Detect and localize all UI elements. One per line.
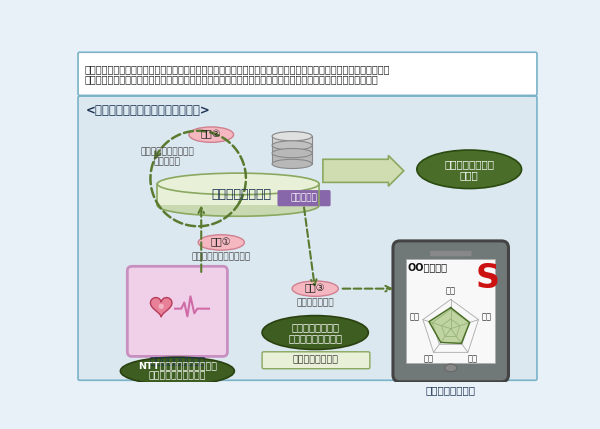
Text: OO度レベル: OO度レベル [407, 262, 448, 272]
FancyBboxPatch shape [277, 190, 331, 206]
Ellipse shape [158, 304, 164, 309]
Ellipse shape [292, 281, 338, 296]
Text: の改善: の改善 [460, 170, 479, 181]
Ellipse shape [198, 235, 244, 250]
Text: 喜び: 喜び [424, 355, 434, 364]
Ellipse shape [272, 132, 312, 141]
FancyBboxPatch shape [393, 241, 508, 382]
Bar [272, 145, 312, 156]
FancyBboxPatch shape [127, 266, 227, 356]
Ellipse shape [189, 127, 233, 142]
Text: スマートフォン等: スマートフォン等 [426, 386, 476, 396]
Polygon shape [151, 298, 172, 317]
Text: 安堵: 安堵 [468, 355, 478, 364]
Text: 解析結果を表示: 解析結果を表示 [296, 299, 334, 308]
Ellipse shape [157, 173, 319, 195]
Ellipse shape [157, 195, 319, 216]
FancyBboxPatch shape [262, 352, 370, 369]
Text: データ取得デバイス: データ取得デバイス [149, 355, 205, 365]
Text: 解析アルゴリズム: 解析アルゴリズム [444, 159, 494, 169]
Text: 機能③: 機能③ [305, 284, 325, 293]
Text: 人の状態が分かる！: 人の状態が分かる！ [288, 333, 342, 343]
Text: バイタルデータ等を抽出: バイタルデータ等を抽出 [191, 252, 251, 261]
Text: クラウドサーバー: クラウドサーバー [211, 188, 271, 201]
Text: 緊張: 緊張 [410, 312, 420, 321]
Ellipse shape [272, 148, 312, 158]
Text: 最適なアルゴリズムを: 最適なアルゴリズムを [140, 148, 194, 157]
Text: 不安: 不安 [482, 312, 491, 321]
Text: NTTグループの技術活用で: NTTグループの技術活用で [138, 361, 217, 370]
Polygon shape [429, 308, 470, 343]
Text: <サービス概要およびシステム構成>: <サービス概要およびシステム構成> [86, 104, 211, 117]
Ellipse shape [272, 141, 312, 150]
Text: ムで解析し、人の状態を可視化することで、各種イベント等における新たな楽しみ方を提供するサービスです。: ムで解析し、人の状態を可視化することで、各種イベント等における新たな楽しみ方を提… [84, 75, 378, 85]
Text: 「ココロの視える化サービス」は、デバイスから得られたバイタルデータを利用者の環境に最適化されたアルゴリズ: 「ココロの視える化サービス」は、デバイスから得られたバイタルデータを利用者の環境… [84, 64, 390, 74]
Bar [272, 136, 312, 147]
Text: 機能①: 機能① [211, 237, 232, 248]
Ellipse shape [272, 159, 312, 169]
Text: 収集データ: 収集データ [290, 193, 317, 202]
Text: 機能②: 機能② [201, 130, 221, 140]
Text: 恐怖: 恐怖 [446, 287, 456, 296]
FancyBboxPatch shape [78, 52, 537, 95]
FancyBboxPatch shape [157, 184, 319, 205]
Bar [272, 153, 312, 164]
Ellipse shape [262, 316, 368, 350]
Text: 違和感なくデータ抽出: 違和感なくデータ抽出 [149, 371, 206, 380]
Text: S: S [476, 262, 500, 295]
Text: 新しい体験の提供: 新しい体験の提供 [293, 356, 339, 365]
Text: イベントにおける: イベントにおける [291, 322, 339, 332]
Polygon shape [323, 155, 404, 186]
FancyBboxPatch shape [78, 96, 537, 380]
Ellipse shape [417, 150, 521, 188]
FancyBboxPatch shape [406, 259, 496, 363]
Text: 用いて解析: 用いて解析 [154, 158, 181, 167]
Ellipse shape [121, 357, 235, 385]
Ellipse shape [445, 364, 457, 372]
FancyBboxPatch shape [430, 251, 472, 256]
